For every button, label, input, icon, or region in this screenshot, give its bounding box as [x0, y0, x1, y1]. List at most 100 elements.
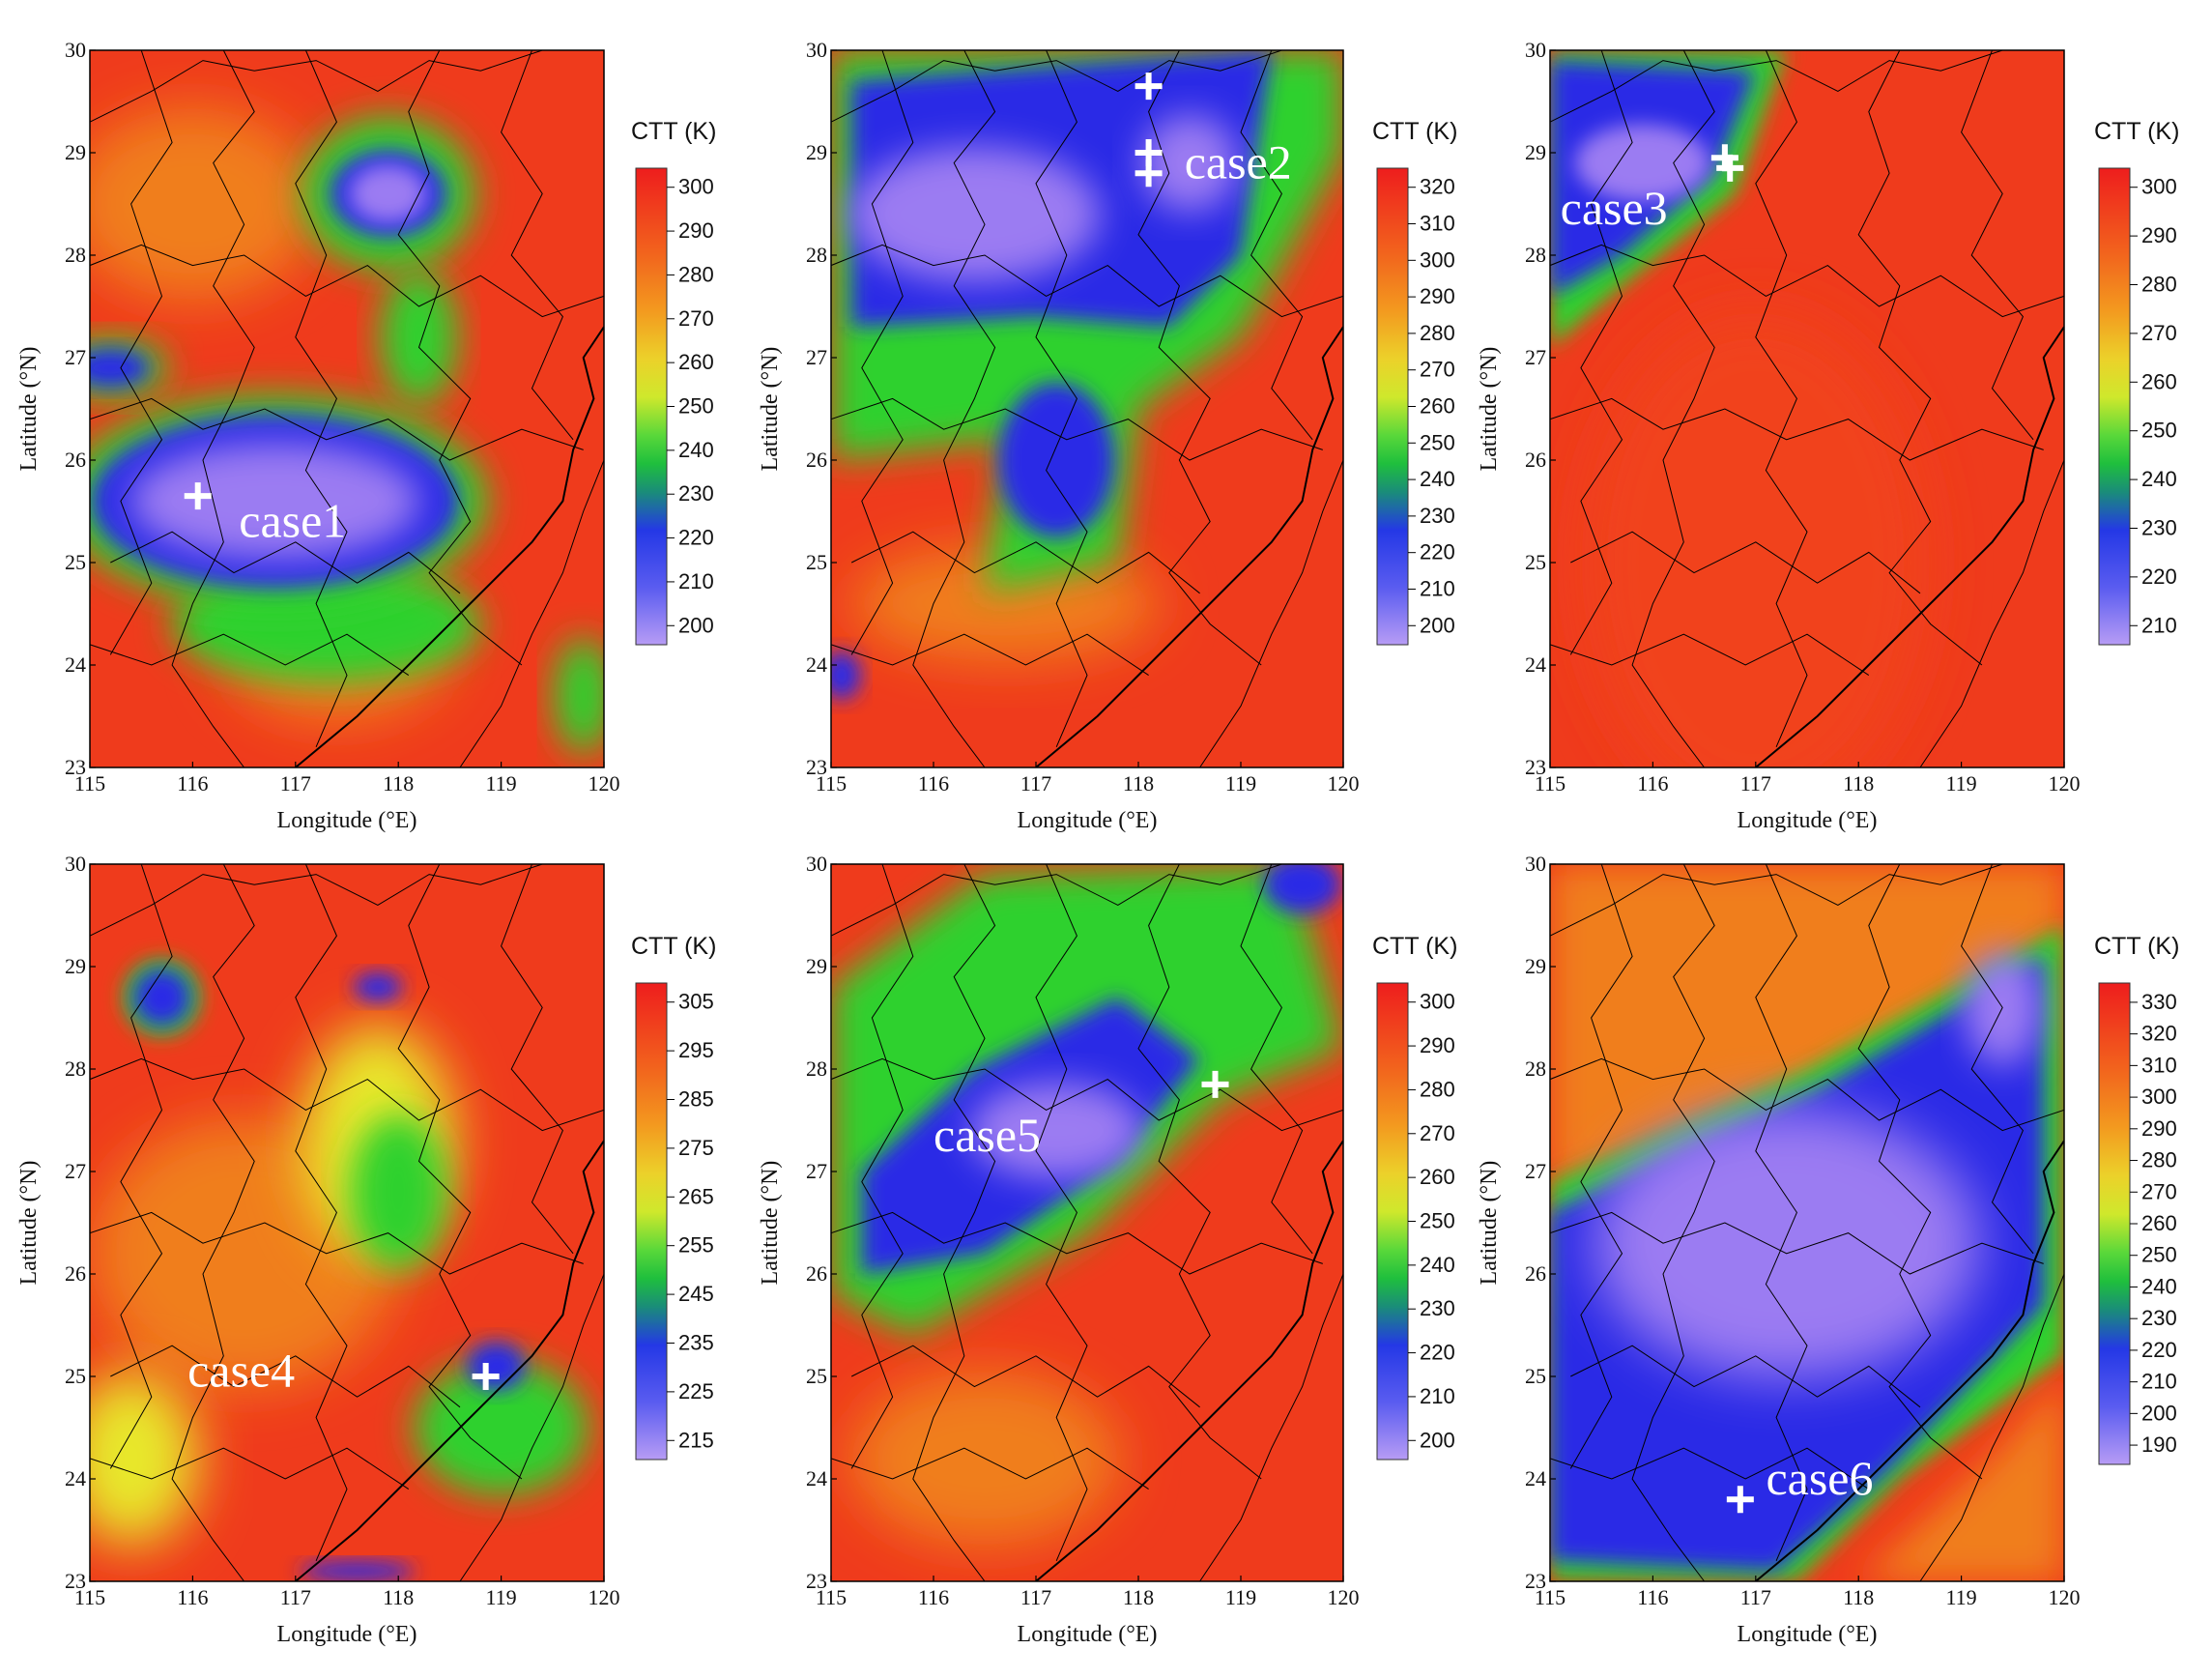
- admin-boundary: [1755, 864, 1808, 1561]
- x-axis-label: Longitude (°E): [1018, 1622, 1158, 1647]
- colorbar-ramp: [1376, 982, 1409, 1461]
- admin-boundary: [90, 864, 543, 937]
- coastline: [295, 326, 604, 767]
- y-tick-label: 30: [1525, 38, 1546, 62]
- colorbar-tick-label: 320: [1420, 175, 1455, 199]
- y-tick-label: 28: [65, 243, 86, 267]
- ctt-field: [90, 50, 604, 767]
- coldest-core: [129, 443, 420, 560]
- admin-boundary: [850, 864, 914, 1469]
- colorbar-tick-label: 190: [2141, 1432, 2177, 1457]
- panel-case3: 115 116 117 118 119 120 23 24 25 26 27 28 29 30 Longit…: [1477, 38, 2179, 833]
- colorbar-tick-label: 270: [678, 306, 714, 331]
- y-tick-label: 28: [65, 1056, 86, 1081]
- admin-boundary: [831, 1057, 1343, 1132]
- y-tick-label: 24: [65, 652, 86, 677]
- y-tick-label: 25: [1525, 550, 1546, 574]
- y-tick-label: 23: [65, 1569, 86, 1593]
- admin-boundary: [1961, 864, 2034, 1255]
- admin-boundary: [1199, 459, 1343, 767]
- admin-boundary: [831, 397, 1323, 461]
- admin-boundary: [90, 397, 584, 461]
- admin-boundary: [501, 50, 574, 441]
- admin-boundary: [1240, 50, 1313, 441]
- colorbar-tick-label: 200: [1420, 613, 1455, 637]
- y-tick-label: 26: [65, 448, 86, 472]
- y-tick-label: 29: [1525, 140, 1546, 164]
- colorbar-tick-label: 250: [1420, 1209, 1455, 1233]
- colorbar-tick-label: 250: [1420, 430, 1455, 454]
- colorbar-title: CTT (K): [631, 118, 716, 145]
- admin-boundary: [110, 531, 461, 594]
- admin-boundary: [831, 864, 1282, 937]
- y-axis-label: Latitude (°N): [1477, 1161, 1502, 1286]
- colorbar-tick-label: 260: [1420, 394, 1455, 419]
- warm-area: [850, 545, 1161, 662]
- colorbar-tick-label: 220: [678, 526, 714, 550]
- case-label: case1: [239, 494, 346, 548]
- y-tick-label: 30: [65, 852, 86, 876]
- y-tick-label: 27: [806, 1159, 827, 1183]
- panel-case5: 115 116 117 118 119 120 23 24 25 26 27 28 29 30 Longit…: [758, 852, 1457, 1647]
- panel-case1: 115 116 117 118 119 120 23 24 25 26 27 28 29 30 Longit…: [16, 38, 716, 833]
- colorbar-tick-label: 300: [2141, 1085, 2177, 1109]
- x-tick-label: 120: [589, 771, 620, 796]
- colorbar-tick-label: 275: [678, 1136, 714, 1160]
- yellow-area: [90, 1371, 199, 1546]
- cold-core: [831, 651, 861, 700]
- warm-area: [90, 107, 319, 301]
- colorbar-ramp: [1376, 167, 1409, 646]
- colorbar-tick-label: 230: [1420, 1296, 1455, 1320]
- coastline: [1035, 1140, 1343, 1581]
- colorbar-tick-label: 210: [1420, 576, 1455, 600]
- green-area: [414, 1360, 589, 1495]
- case-location-marker: [472, 1363, 500, 1390]
- x-tick-label: 119: [1225, 1585, 1256, 1609]
- x-tick-label: 117: [280, 1585, 311, 1609]
- case-location-marker: [184, 482, 212, 510]
- colorbar-tick-label: 250: [678, 394, 714, 419]
- coastline: [1755, 326, 2064, 767]
- y-tick-label: 23: [806, 1569, 827, 1593]
- x-tick-label: 118: [383, 1585, 414, 1609]
- y-tick-label: 28: [1525, 243, 1546, 267]
- colorbar-tick-label: 200: [678, 613, 714, 637]
- coldest-core: [1141, 114, 1238, 212]
- case-label: case2: [1185, 135, 1292, 189]
- admin-boundary: [1570, 1345, 1921, 1408]
- colorbar: CTT (K) 300 290 280 270 260 250 240 230 220 210 200: [1372, 933, 1457, 1461]
- cold-core: [998, 383, 1115, 537]
- colorbar-tick-label: 260: [2141, 369, 2177, 393]
- coldest-core: [1593, 1108, 1980, 1379]
- ctt-field: [831, 50, 1343, 767]
- y-tick-label: 29: [65, 140, 86, 164]
- x-tick-label: 117: [1740, 1585, 1771, 1609]
- colorbar-tick-label: 290: [2141, 1116, 2177, 1141]
- coastline: [1035, 326, 1343, 767]
- y-tick-label: 26: [806, 448, 827, 472]
- colorbar-tick-label: 270: [1420, 1121, 1455, 1145]
- colorbar-tick-label: 240: [678, 438, 714, 462]
- admin-boundary: [90, 633, 410, 677]
- admin-boundary: [109, 864, 173, 1469]
- colorbar-title: CTT (K): [2094, 933, 2179, 960]
- colorbar-tick-label: 310: [2141, 1053, 2177, 1077]
- y-tick-label: 23: [806, 755, 827, 779]
- panel-case6: 115 116 117 118 119 120 23 24 25 26 27 28 29 30 Longit…: [1477, 852, 2179, 1647]
- admin-boundary: [1137, 864, 1262, 1480]
- x-tick-label: 115: [816, 771, 847, 796]
- colorbar-tick-label: 330: [2141, 990, 2177, 1014]
- admin-boundary: [1919, 459, 2064, 767]
- coastline: [295, 1140, 604, 1581]
- colorbar-tick-label: 310: [1420, 212, 1455, 236]
- colorbar-tick-label: 210: [678, 569, 714, 593]
- colorbar-tick-label: 290: [2141, 223, 2177, 247]
- colorbar-tick-label: 270: [2141, 1179, 2177, 1203]
- colorbar-tick-label: 220: [2141, 1338, 2177, 1362]
- x-tick-label: 119: [486, 771, 517, 796]
- colorbar-tick-label: 240: [2141, 467, 2177, 491]
- case-label: case4: [187, 1344, 295, 1398]
- x-tick-label: 115: [1535, 771, 1566, 796]
- green-area: [350, 1114, 447, 1270]
- admin-boundary: [1550, 633, 1870, 677]
